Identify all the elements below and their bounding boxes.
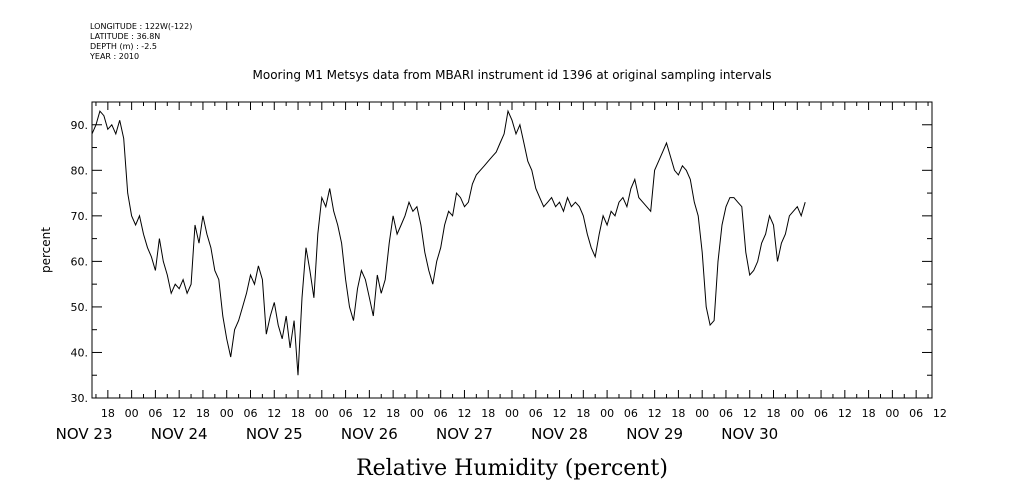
x-hour-tick-label: 06 [719, 407, 733, 420]
x-hour-tick-label: 00 [125, 407, 139, 420]
x-day-label: NOV 27 [436, 425, 493, 443]
y-tick-label: 70. [71, 210, 89, 223]
x-hour-tick-label: 06 [909, 407, 923, 420]
x-hour-tick-label: 12 [553, 407, 567, 420]
meta-year: YEAR : 2010 [89, 52, 139, 61]
x-day-label: NOV 26 [341, 425, 398, 443]
x-day-label: NOV 28 [531, 425, 588, 443]
x-hour-tick-label: 00 [695, 407, 709, 420]
plot-frame [92, 102, 932, 398]
x-day-label: NOV 30 [721, 425, 778, 443]
x-axis: 18 00 06 12 18 00 06 12 18 00 06 12 18 00 06 12 18 00 06 12… [56, 102, 947, 443]
x-hour-tick-label: 18 [386, 407, 400, 420]
x-hour-tick-label: 06 [243, 407, 257, 420]
y-axis-label: percent [39, 227, 53, 273]
x-hour-tick-label: 12 [648, 407, 662, 420]
meta-latitude: LATITUDE : 36.8N [90, 32, 160, 41]
x-hour-tick-label: 00 [600, 407, 614, 420]
x-hour-tick-label: 12 [267, 407, 281, 420]
y-axis: 30. 40. 50. 60. 70. 80. 90. [71, 102, 933, 405]
y-tick-label: 30. [71, 392, 89, 405]
x-hour-tick-label: 18 [862, 407, 876, 420]
y-tick-label: 60. [71, 255, 89, 268]
meta-longitude: LONGITUDE : 122W(-122) [90, 22, 192, 31]
x-hour-tick-label: 12 [457, 407, 471, 420]
y-tick-label: 40. [71, 346, 89, 359]
meta-depth: DEPTH (m) : -2.5 [90, 42, 157, 51]
x-hour-tick-label: 18 [196, 407, 210, 420]
x-hour-tick-label: 18 [291, 407, 305, 420]
x-hour-tick-label: 12 [743, 407, 757, 420]
x-hour-tick-label: 06 [624, 407, 638, 420]
x-day-label: NOV 25 [246, 425, 303, 443]
x-hour-tick-label: 18 [576, 407, 590, 420]
x-axis-label: Relative Humidity (percent) [356, 456, 668, 481]
x-hour-tick-label: 00 [410, 407, 424, 420]
y-tick-label: 80. [71, 164, 89, 177]
x-hour-tick-label: 06 [148, 407, 162, 420]
y-tick-label: 90. [71, 119, 89, 132]
x-day-label: NOV 23 [56, 425, 113, 443]
x-hour-tick-label: 00 [790, 407, 804, 420]
x-hour-tick-label: 06 [339, 407, 353, 420]
x-hour-tick-label: 12 [172, 407, 186, 420]
x-hour-tick-label: 00 [220, 407, 234, 420]
x-hour-tick-label: 18 [671, 407, 685, 420]
x-hour-tick-label: 00 [505, 407, 519, 420]
y-tick-label: 50. [71, 301, 89, 314]
x-hour-tick-label: 06 [434, 407, 448, 420]
x-hour-tick-label: 12 [933, 407, 947, 420]
x-day-label: NOV 24 [151, 425, 208, 443]
x-hour-tick-label: 18 [481, 407, 495, 420]
x-hour-tick-label: 18 [101, 407, 115, 420]
x-day-label: NOV 29 [626, 425, 683, 443]
x-hour-tick-label: 12 [838, 407, 852, 420]
series-group [92, 111, 805, 375]
humidity-series-line [92, 111, 805, 375]
x-hour-tick-label: 12 [362, 407, 376, 420]
x-hour-tick-label: 06 [529, 407, 543, 420]
x-hour-tick-label: 00 [315, 407, 329, 420]
x-hour-tick-label: 18 [767, 407, 781, 420]
chart-title: Mooring M1 Metsys data from MBARI instru… [253, 68, 772, 82]
x-hour-tick-label: 00 [885, 407, 899, 420]
x-hour-tick-label: 06 [814, 407, 828, 420]
